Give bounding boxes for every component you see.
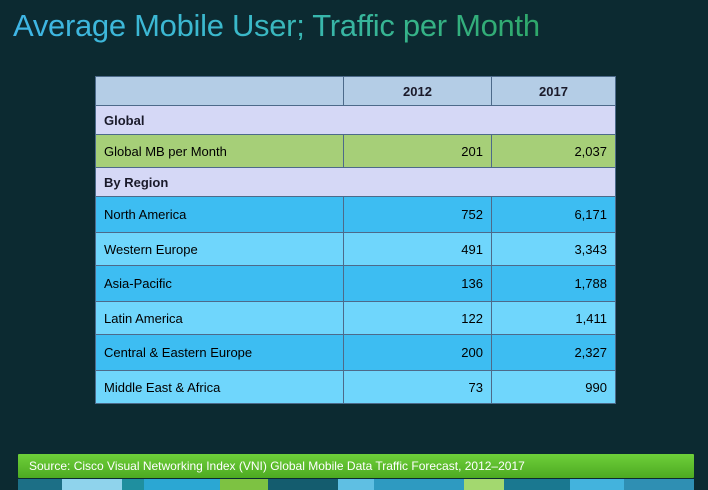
source-bar: Source: Cisco Visual Networking Index (V…: [18, 454, 694, 478]
table-row: North America 752 6,171: [95, 196, 616, 233]
table-row: Latin America 122 1,411: [95, 301, 616, 335]
row-label: Central & Eastern Europe: [95, 334, 344, 371]
row-label: Global MB per Month: [95, 134, 344, 168]
decorative-color-stripe: [18, 479, 694, 490]
row-label: Western Europe: [95, 232, 344, 266]
section-row-global: Global: [95, 105, 616, 135]
section-label: By Region: [95, 167, 616, 197]
table-header-row: 2012 2017: [95, 76, 616, 106]
value-2017: 6,171: [491, 196, 616, 233]
value-2017: 3,343: [491, 232, 616, 266]
value-2012: 200: [343, 334, 492, 371]
page-title: Average Mobile User; Traffic per Month: [13, 8, 540, 43]
section-label: Global: [95, 105, 616, 135]
value-2017: 2,037: [491, 134, 616, 168]
table-row: Central & Eastern Europe 200 2,327: [95, 334, 616, 371]
row-label: North America: [95, 196, 344, 233]
value-2012: 136: [343, 265, 492, 302]
value-2012: 201: [343, 134, 492, 168]
value-2012: 122: [343, 301, 492, 335]
table-row: Middle East & Africa 73 990: [95, 370, 616, 404]
header-blank-cell: [95, 76, 344, 106]
row-label: Asia-Pacific: [95, 265, 344, 302]
value-2017: 1,788: [491, 265, 616, 302]
value-2017: 990: [491, 370, 616, 404]
value-2012: 752: [343, 196, 492, 233]
section-row-region: By Region: [95, 167, 616, 197]
value-2017: 2,327: [491, 334, 616, 371]
value-2017: 1,411: [491, 301, 616, 335]
traffic-table: 2012 2017 Global Global MB per Month 201…: [95, 76, 616, 404]
value-2012: 73: [343, 370, 492, 404]
table-row: Asia-Pacific 136 1,788: [95, 265, 616, 302]
column-header-2017: 2017: [491, 76, 616, 106]
column-header-2012: 2012: [343, 76, 492, 106]
value-2012: 491: [343, 232, 492, 266]
table-row: Western Europe 491 3,343: [95, 232, 616, 266]
row-label: Middle East & Africa: [95, 370, 344, 404]
table-row-global: Global MB per Month 201 2,037: [95, 134, 616, 168]
row-label: Latin America: [95, 301, 344, 335]
source-text: Source: Cisco Visual Networking Index (V…: [29, 459, 525, 473]
